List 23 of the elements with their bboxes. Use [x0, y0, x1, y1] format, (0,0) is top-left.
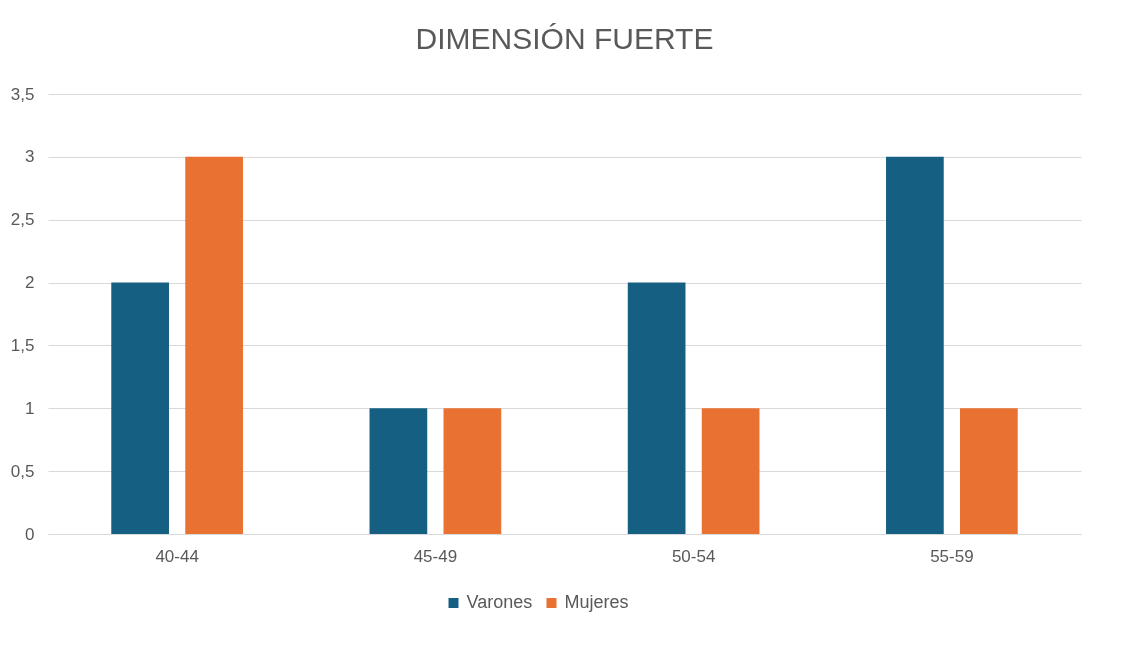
bar	[701, 408, 760, 534]
x-tick-label: 50-54	[671, 546, 716, 566]
y-tick-label: 0	[25, 524, 35, 544]
y-tick-label: 3,5	[10, 84, 35, 104]
x-tick-label: 55-59	[930, 546, 974, 566]
bar	[886, 156, 944, 534]
y-tick-label: 3	[25, 147, 35, 167]
x-tick-label: 45-49	[413, 546, 458, 566]
y-tick-label: 0,5	[10, 461, 35, 481]
legend-label: Varones	[466, 592, 533, 612]
bar	[369, 408, 428, 534]
bar	[185, 156, 243, 534]
y-tick-label: 2	[25, 273, 35, 293]
y-tick-label: 1,5	[10, 335, 35, 355]
bar	[111, 282, 169, 534]
bar	[443, 408, 502, 534]
bar	[627, 282, 686, 534]
y-tick-label: 1	[25, 398, 35, 418]
legend-label: Mujeres	[564, 592, 629, 612]
chart-title: DIMENSIÓN FUERTE	[415, 22, 714, 55]
bar	[960, 408, 1018, 534]
y-tick-label: 2,5	[10, 210, 35, 230]
x-tick-label: 40-44	[155, 546, 199, 566]
